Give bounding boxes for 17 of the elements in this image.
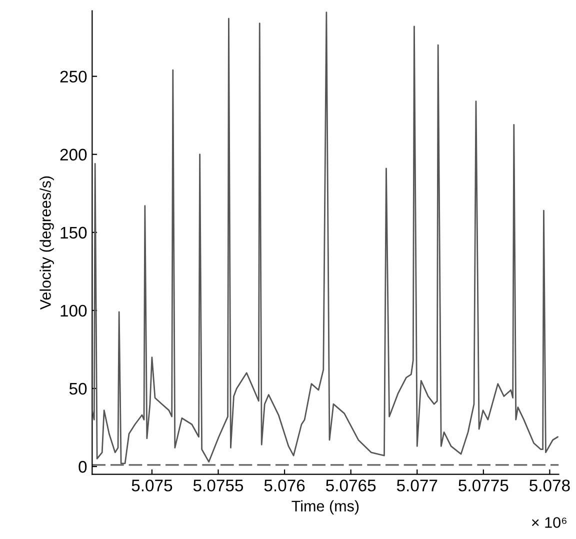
y-tick-label: 250 [60,70,87,83]
x-tick-label: 5.0755 [193,480,244,492]
y-tick-label: 150 [60,226,87,239]
x-tick-label: 5.075 [132,480,172,492]
x-tick-label: 5.0775 [458,480,508,492]
x-tick-label: 5.076 [264,480,305,492]
x-tick-label: 5.078 [530,480,570,492]
y-tick-label: 200 [60,148,87,161]
x-tick-label: 5.077 [396,480,438,492]
y-axis-title: Velocity (degrees/s) [40,176,54,310]
line-series [92,12,558,464]
text: × 10⁶ [532,517,566,528]
y-tick-label: 100 [60,304,87,317]
x-axis-title: Time (ms) [292,500,359,515]
y-tick-label: 0 [78,460,87,473]
y-tick-label: 50 [69,382,87,395]
x-tick-label: 5.0765 [326,480,376,492]
